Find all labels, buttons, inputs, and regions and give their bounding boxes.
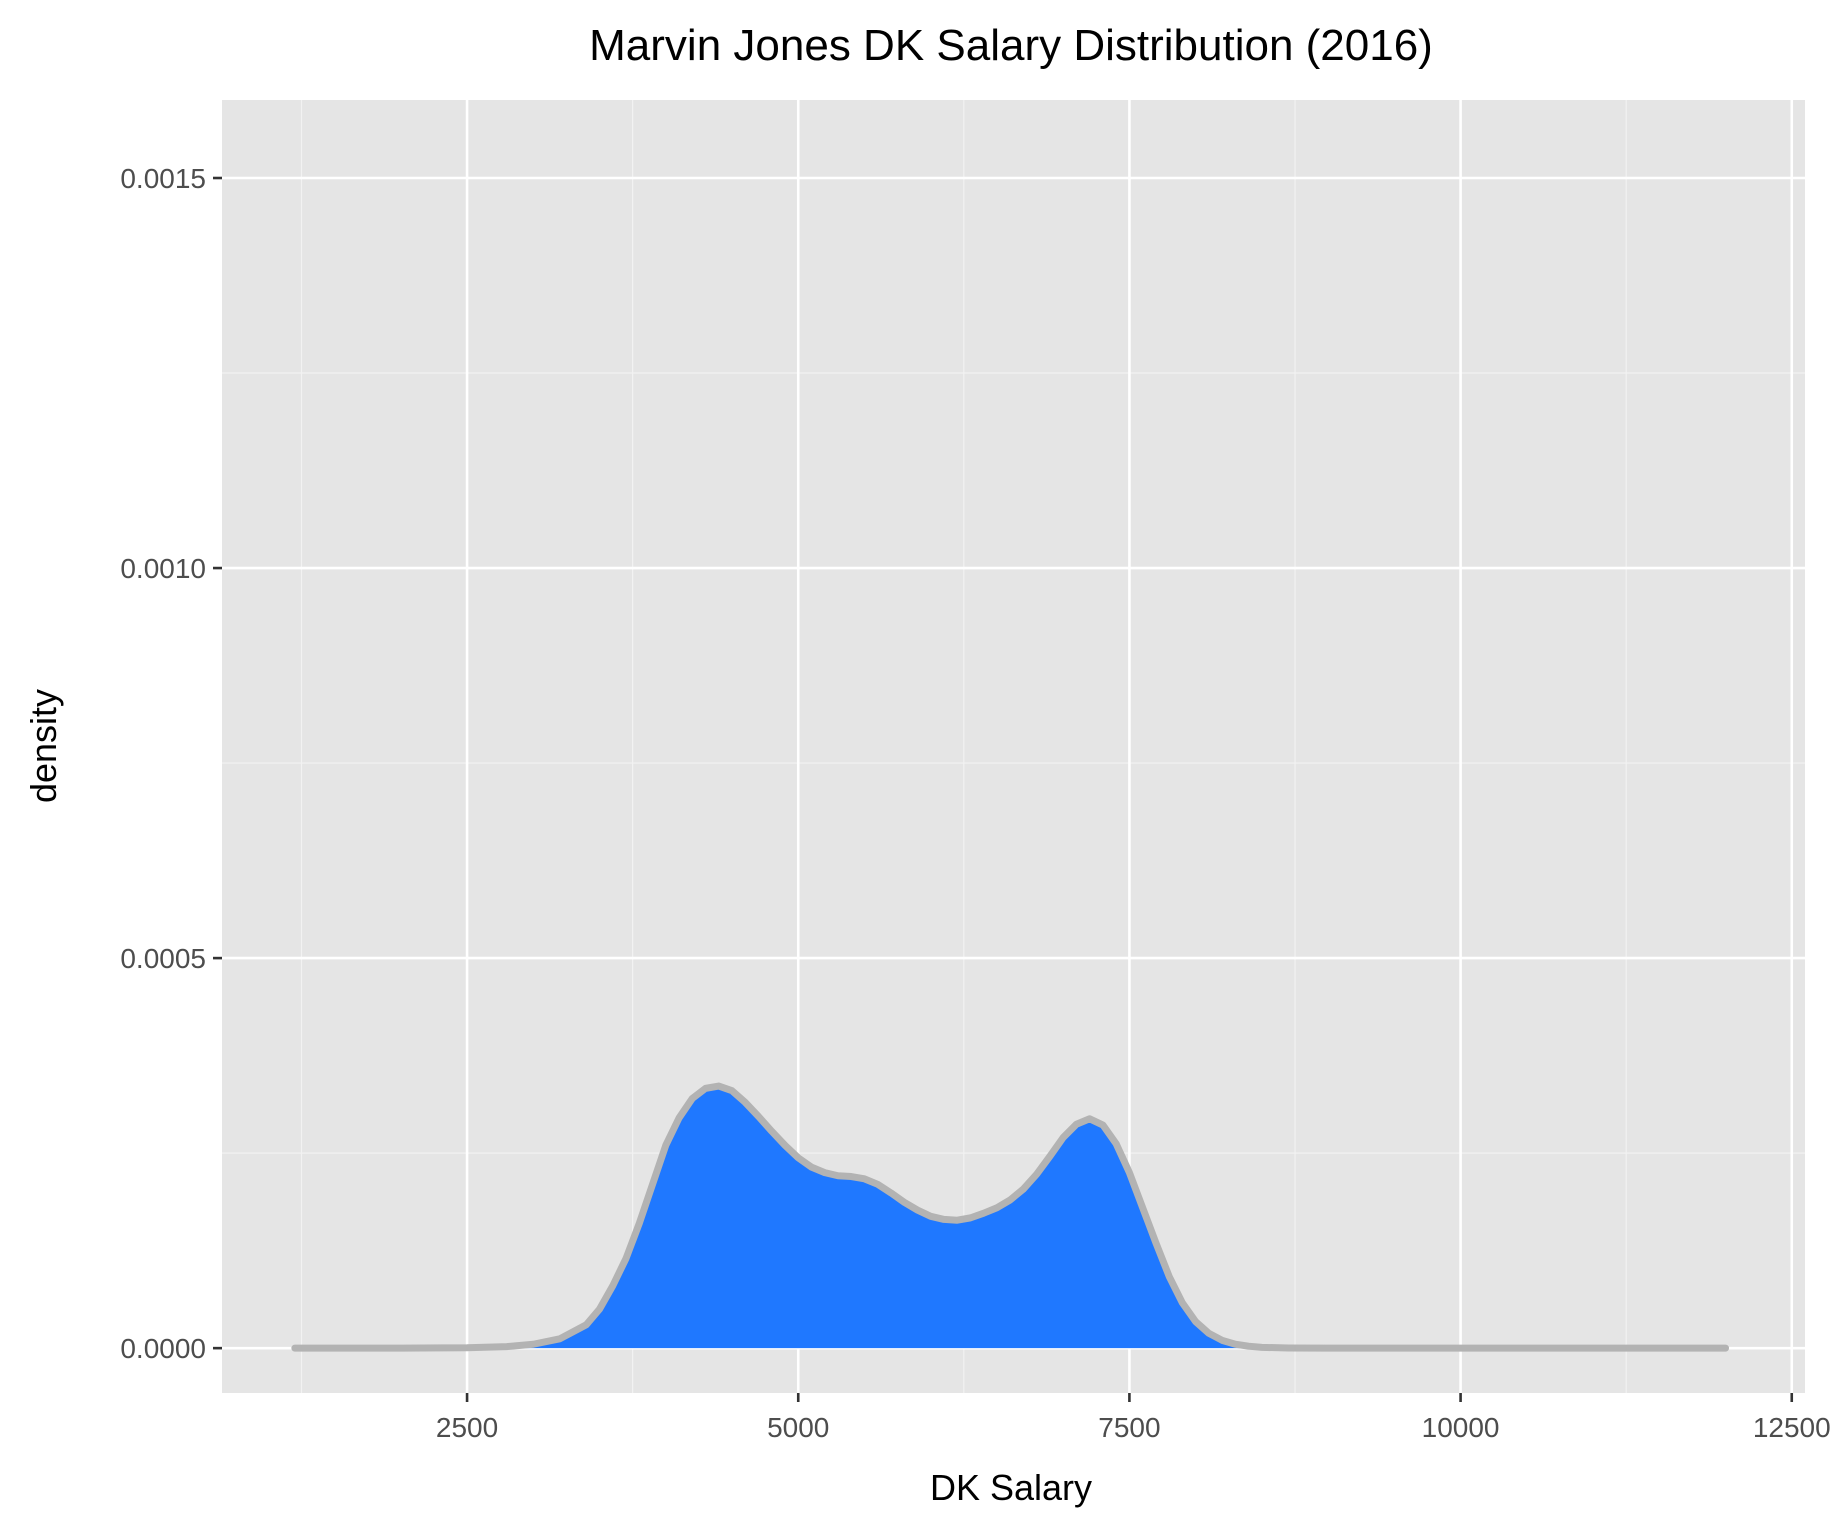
chart-title: Marvin Jones DK Salary Distribution (201… <box>589 21 1433 70</box>
y-axis-title: density <box>23 689 64 803</box>
x-tick-label: 12500 <box>1753 1412 1831 1443</box>
x-tick-label: 10000 <box>1422 1412 1500 1443</box>
x-axis: 2500 5000 7500 10000 12500 <box>436 1393 1831 1443</box>
y-tick-label: 0.0010 <box>120 553 206 584</box>
plot-panel <box>222 100 1805 1393</box>
x-tick-label: 5000 <box>767 1412 829 1443</box>
y-axis: 0.0000 0.0005 0.0010 0.0015 <box>120 163 222 1364</box>
x-tick-label: 7500 <box>1098 1412 1160 1443</box>
y-tick-label: 0.0005 <box>120 943 206 974</box>
minor-gridlines <box>222 100 1805 1393</box>
x-axis-title: DK Salary <box>930 1467 1092 1508</box>
density-line <box>291 1082 1730 1352</box>
y-tick-label: 0.0000 <box>120 1333 206 1364</box>
density-series <box>291 1082 1730 1352</box>
y-tick-label: 0.0015 <box>120 163 206 194</box>
x-tick-label: 2500 <box>436 1412 498 1443</box>
